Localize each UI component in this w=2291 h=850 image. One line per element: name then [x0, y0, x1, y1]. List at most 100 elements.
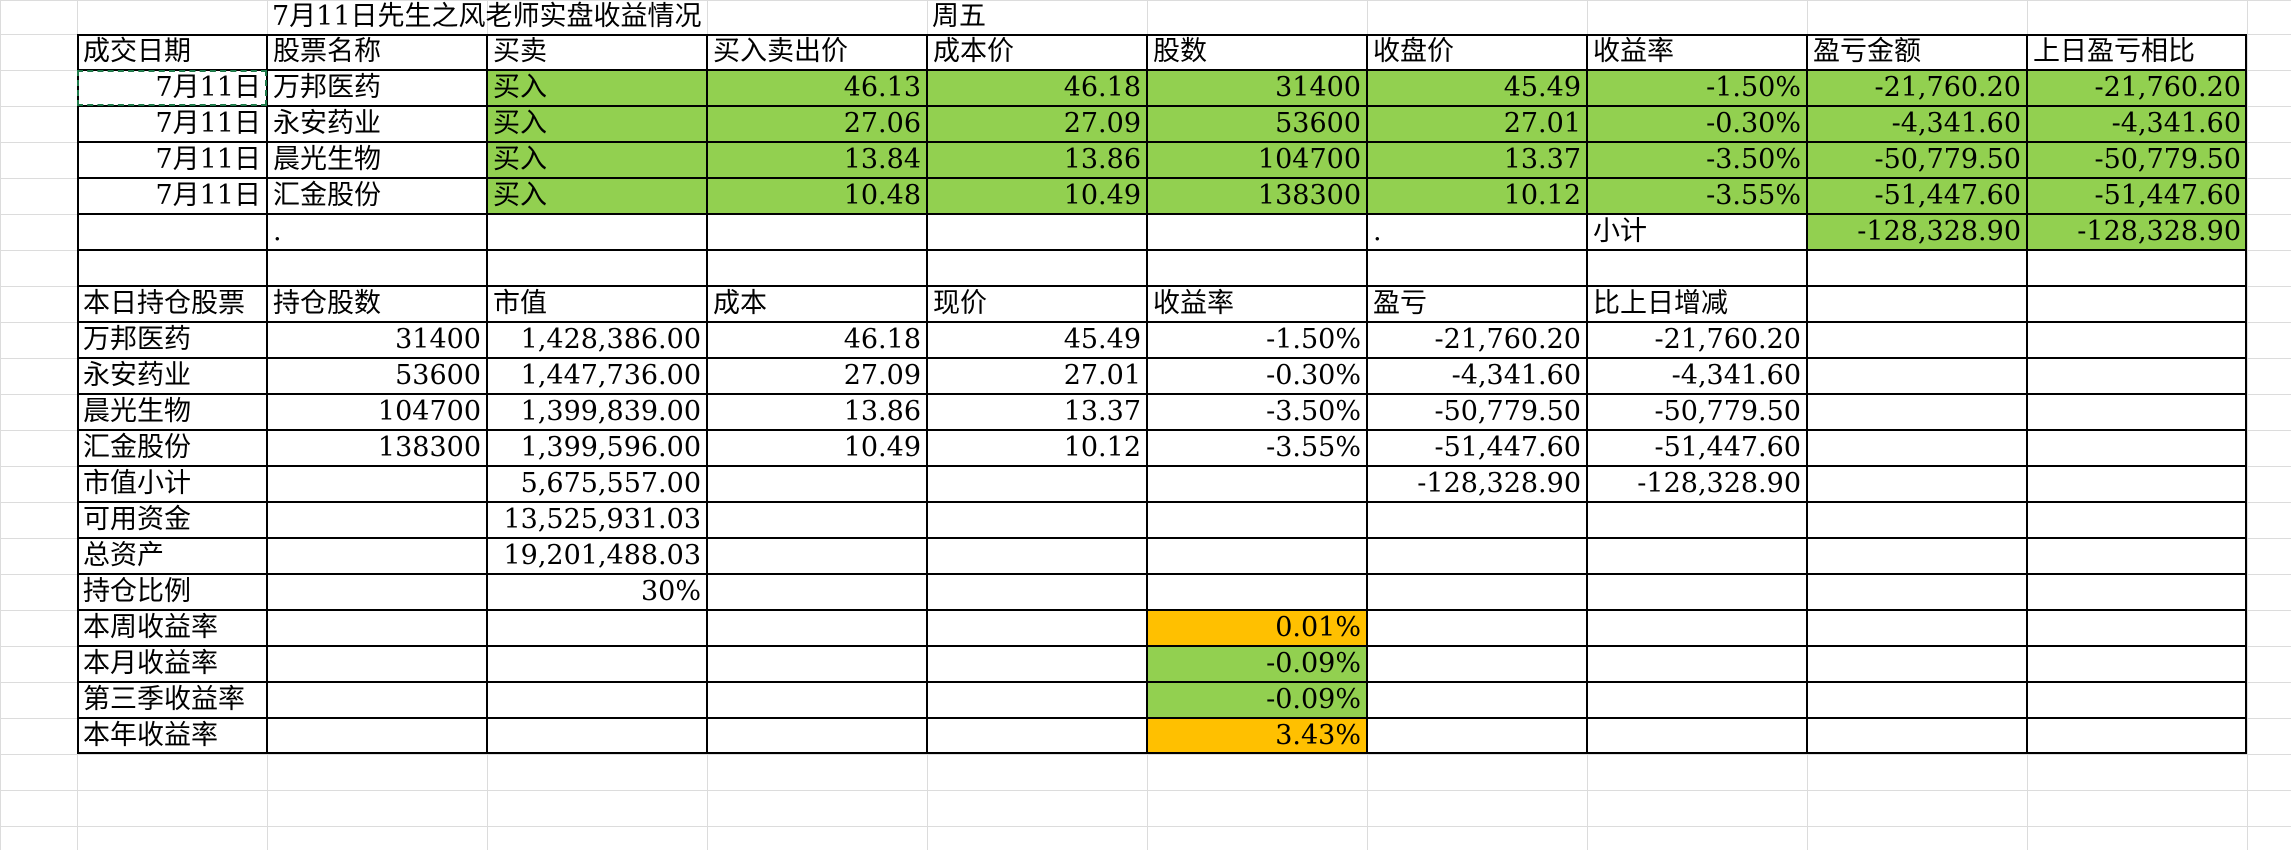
trade-row-cell[interactable]: 买入 [487, 178, 707, 214]
holding-row-cell[interactable]: 1,399,839.00 [487, 394, 707, 430]
summary-cell[interactable] [707, 682, 927, 718]
summary-cell[interactable] [1807, 682, 2027, 718]
holding-row-cell[interactable] [1807, 430, 2027, 466]
holding-row-cell[interactable]: 10.49 [707, 430, 927, 466]
trade-date-cell[interactable]: 7月11日 [77, 142, 267, 178]
subtotal-cell[interactable] [77, 214, 267, 250]
holdings-header-cell[interactable]: 本日持仓股票 [77, 286, 267, 322]
summary-value[interactable]: 0.01% [1147, 610, 1367, 646]
holdings-header-cell[interactable] [1807, 286, 2027, 322]
trade-row-cell[interactable]: -4,341.60 [1807, 106, 2027, 142]
holding-row-cell[interactable] [1807, 358, 2027, 394]
holding-row-cell[interactable]: 53600 [267, 358, 487, 394]
trade-row-cell[interactable]: 汇金股份 [267, 178, 487, 214]
summary-cell[interactable] [1367, 682, 1587, 718]
summary-cell[interactable] [1587, 538, 1807, 574]
summary-cell[interactable] [267, 538, 487, 574]
holding-row-cell[interactable]: -1.50% [1147, 322, 1367, 358]
trade-row-cell[interactable]: 53600 [1147, 106, 1367, 142]
holdings-header-cell[interactable]: 成本 [707, 286, 927, 322]
summary-cell[interactable] [267, 718, 487, 754]
trade-row-cell[interactable]: 13.37 [1367, 142, 1587, 178]
holdings-header-cell[interactable]: 比上日增减 [1587, 286, 1807, 322]
holding-row-cell[interactable]: -21,760.20 [1587, 322, 1807, 358]
holding-row-cell[interactable] [2027, 358, 2247, 394]
trade-row-cell[interactable]: 10.49 [927, 178, 1147, 214]
summary-cell[interactable] [267, 574, 487, 610]
trade-row-cell[interactable]: 13.86 [927, 142, 1147, 178]
trades-header-cell[interactable]: 买卖 [487, 34, 707, 70]
summary-cell[interactable] [487, 646, 707, 682]
summary-cell[interactable] [1367, 610, 1587, 646]
holding-row-cell[interactable] [1807, 394, 2027, 430]
holding-row-cell[interactable]: 138300 [267, 430, 487, 466]
summary-cell[interactable] [707, 574, 927, 610]
summary-cell[interactable] [1367, 538, 1587, 574]
holding-row-cell[interactable]: 1,447,736.00 [487, 358, 707, 394]
summary-label[interactable]: 持仓比例 [77, 574, 267, 610]
summary-value[interactable]: -0.09% [1147, 646, 1367, 682]
trades-header-cell[interactable]: 上日盈亏相比 [2027, 34, 2247, 70]
trade-row-cell[interactable]: 买入 [487, 106, 707, 142]
summary-cell[interactable] [1587, 502, 1807, 538]
holdings-header-cell[interactable] [2027, 286, 2247, 322]
summary-cell[interactable] [2027, 538, 2247, 574]
holding-row-cell[interactable]: 1,428,386.00 [487, 322, 707, 358]
trade-row-cell[interactable]: -21,760.20 [2027, 70, 2247, 106]
blank-cell[interactable] [1147, 250, 1367, 286]
trade-row-cell[interactable]: 31400 [1147, 70, 1367, 106]
trade-row-cell[interactable]: 永安药业 [267, 106, 487, 142]
holding-row-cell[interactable]: 1,399,596.00 [487, 430, 707, 466]
holding-row-cell[interactable]: -0.30% [1147, 358, 1367, 394]
summary-cell[interactable] [927, 538, 1147, 574]
weekday-label[interactable]: 周五 [932, 1, 986, 32]
holding-row-cell[interactable]: 104700 [267, 394, 487, 430]
mv-subtotal-cell[interactable]: -128,328.90 [1587, 466, 1807, 502]
summary-cell[interactable] [2027, 574, 2247, 610]
holdings-header-cell[interactable]: 持仓股数 [267, 286, 487, 322]
summary-cell[interactable] [1367, 646, 1587, 682]
trade-date-cell[interactable]: 7月11日 [77, 70, 267, 106]
summary-cell[interactable] [927, 682, 1147, 718]
summary-cell[interactable] [267, 502, 487, 538]
trade-date-cell[interactable]: 7月11日 [77, 178, 267, 214]
trade-row-cell[interactable]: 买入 [487, 142, 707, 178]
holding-row-cell[interactable]: -3.55% [1147, 430, 1367, 466]
trade-row-cell[interactable]: 27.09 [927, 106, 1147, 142]
summary-cell[interactable] [1587, 646, 1807, 682]
holding-name-cell[interactable]: 汇金股份 [77, 430, 267, 466]
mv-subtotal-cell[interactable]: -128,328.90 [1367, 466, 1587, 502]
holding-name-cell[interactable]: 永安药业 [77, 358, 267, 394]
trade-row-cell[interactable]: -1.50% [1587, 70, 1807, 106]
holding-row-cell[interactable] [1807, 322, 2027, 358]
summary-cell[interactable] [2027, 502, 2247, 538]
trade-row-cell[interactable]: -50,779.50 [1807, 142, 2027, 178]
holding-row-cell[interactable]: -3.50% [1147, 394, 1367, 430]
trade-row-cell[interactable]: 27.01 [1367, 106, 1587, 142]
summary-cell[interactable] [1807, 574, 2027, 610]
summary-cell[interactable] [707, 718, 927, 754]
summary-cell[interactable] [1367, 718, 1587, 754]
summary-label[interactable]: 总资产 [77, 538, 267, 574]
holding-row-cell[interactable]: -4,341.60 [1367, 358, 1587, 394]
holding-row-cell[interactable]: -50,779.50 [1367, 394, 1587, 430]
holding-row-cell[interactable]: 46.18 [707, 322, 927, 358]
summary-cell[interactable] [927, 574, 1147, 610]
summary-cell[interactable] [927, 646, 1147, 682]
holding-row-cell[interactable]: -4,341.60 [1587, 358, 1807, 394]
summary-value[interactable]: 3.43% [1147, 718, 1367, 754]
mv-subtotal-cell[interactable] [1807, 466, 2027, 502]
trade-row-cell[interactable]: -3.50% [1587, 142, 1807, 178]
trade-row-cell[interactable]: -21,760.20 [1807, 70, 2027, 106]
holdings-header-cell[interactable]: 市值 [487, 286, 707, 322]
summary-cell[interactable] [267, 646, 487, 682]
trades-header-cell[interactable]: 成交日期 [77, 34, 267, 70]
mv-subtotal-cell[interactable] [707, 466, 927, 502]
trade-row-cell[interactable]: -50,779.50 [2027, 142, 2247, 178]
summary-cell[interactable] [1587, 682, 1807, 718]
summary-cell[interactable] [927, 502, 1147, 538]
trade-row-cell[interactable]: 万邦医药 [267, 70, 487, 106]
summary-label[interactable]: 可用资金 [77, 502, 267, 538]
summary-cell[interactable] [927, 718, 1147, 754]
blank-cell[interactable] [2027, 250, 2247, 286]
